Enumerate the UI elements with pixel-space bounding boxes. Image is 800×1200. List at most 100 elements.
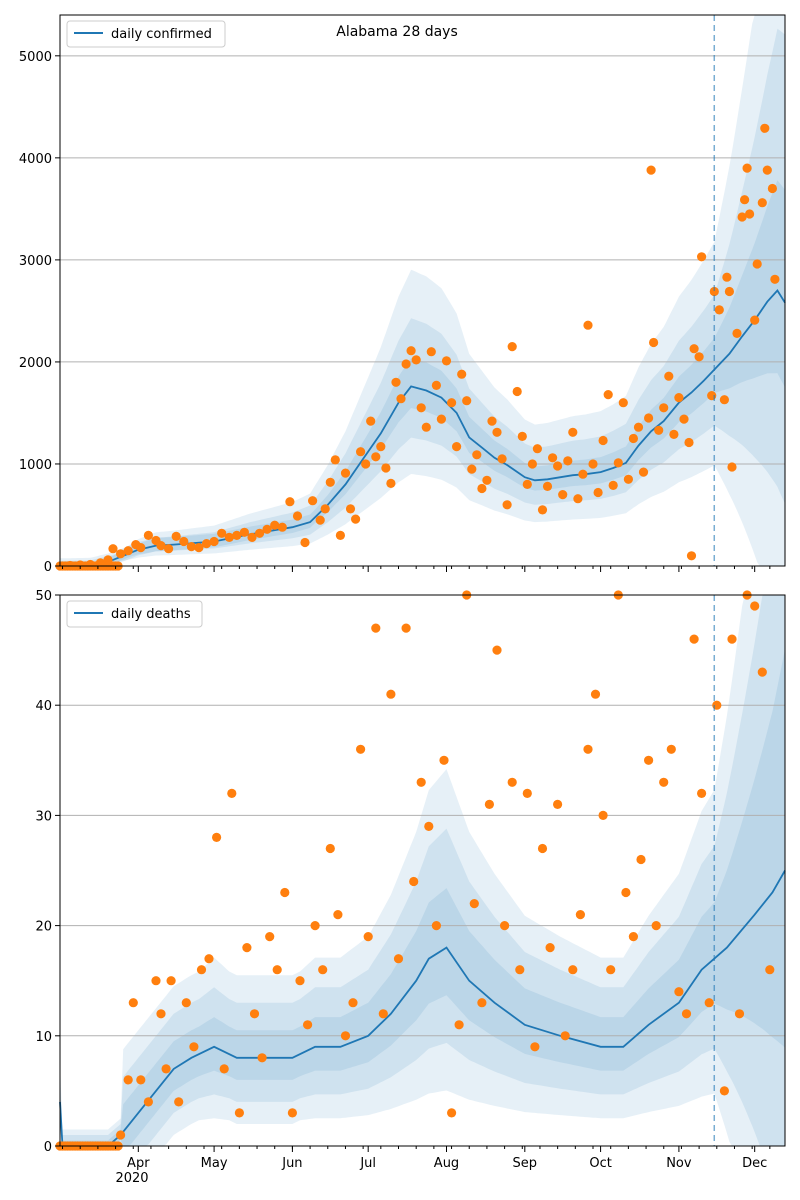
data-point: [310, 921, 320, 931]
data-point: [186, 542, 196, 552]
data-point: [659, 403, 669, 413]
data-point: [426, 347, 436, 357]
data-point: [689, 634, 699, 644]
data-point: [679, 414, 689, 424]
data-point: [517, 431, 527, 441]
data-point: [272, 965, 282, 975]
data-point: [767, 183, 778, 194]
data-point: [421, 422, 431, 432]
x-tick-label: Dec: [742, 1156, 767, 1171]
data-point: [644, 413, 654, 423]
y-axis-ticks: 0 10 20 30 40 50: [35, 589, 60, 1155]
data-point: [583, 320, 593, 330]
data-point: [181, 998, 191, 1008]
data-point: [143, 530, 153, 541]
data-point: [745, 209, 755, 219]
data-point: [356, 447, 366, 457]
data-point: [669, 429, 679, 439]
data-point: [674, 393, 684, 403]
data-point: [618, 398, 628, 408]
data-point: [136, 1075, 146, 1085]
data-point: [603, 390, 613, 400]
y-axis-ticks: 0 1000 2000 3000 4000 5000: [19, 50, 60, 575]
scatter-points: [55, 590, 775, 1151]
data-point: [765, 965, 775, 975]
data-point: [704, 998, 714, 1008]
data-point: [719, 1086, 730, 1096]
data-point: [719, 395, 730, 405]
data-point: [452, 442, 462, 452]
data-point: [123, 1075, 133, 1085]
data-point: [757, 198, 767, 208]
data-point: [588, 459, 598, 469]
data-point: [522, 479, 532, 489]
data-point: [462, 396, 472, 406]
data-point: [116, 1130, 126, 1140]
data-point: [351, 514, 361, 524]
data-point: [285, 497, 295, 507]
data-point: [502, 500, 512, 510]
data-point: [664, 371, 674, 381]
plot-frame: [59, 594, 786, 1147]
legend[interactable]: daily deaths: [66, 600, 203, 628]
data-point: [507, 342, 517, 352]
data-point: [537, 843, 548, 854]
data-point: [391, 377, 401, 387]
data-point: [578, 469, 588, 479]
data-point: [280, 887, 290, 898]
data-point: [484, 799, 494, 810]
data-point: [760, 123, 770, 133]
data-point: [262, 524, 272, 534]
data-point: [232, 530, 242, 541]
data-point: [686, 551, 697, 561]
data-point: [770, 274, 780, 284]
data-point: [553, 799, 563, 810]
data-point: [613, 458, 623, 468]
y-tick-label: 40: [35, 699, 52, 714]
data-point: [361, 459, 371, 469]
data-point: [482, 475, 492, 485]
data-point: [161, 1064, 171, 1074]
data-point: [548, 453, 558, 463]
data-point: [409, 876, 419, 887]
data-point: [179, 536, 189, 547]
data-point: [633, 422, 644, 432]
data-point: [714, 305, 724, 315]
data-point: [492, 427, 502, 437]
data-point: [740, 195, 750, 205]
legend[interactable]: daily confirmed: [66, 20, 226, 48]
data-point: [646, 165, 656, 175]
data-point: [401, 359, 411, 369]
data-point: [467, 464, 477, 474]
data-point: [366, 416, 376, 426]
data-point: [295, 976, 305, 986]
data-point: [136, 543, 146, 553]
data-point: [303, 1020, 313, 1030]
data-point: [623, 474, 634, 484]
data-point: [381, 463, 391, 473]
data-point: [151, 976, 161, 986]
data-point: [277, 522, 287, 532]
data-point: [108, 544, 118, 554]
data-point: [219, 1064, 229, 1074]
confidence-band: [60, 180, 785, 567]
data-point: [416, 403, 426, 413]
data-point: [416, 777, 426, 787]
y-tick-label: 0: [44, 560, 52, 575]
data-point: [242, 943, 252, 953]
plot-frame: [59, 14, 786, 567]
confidence-bands: [60, 15, 785, 567]
data-point: [164, 544, 174, 554]
y-tick-label: 5000: [19, 50, 52, 65]
data-point: [752, 259, 762, 269]
data-point: [356, 744, 366, 754]
data-point: [732, 328, 742, 338]
chart-title: Alabama 28 days: [336, 24, 458, 40]
data-point: [530, 1042, 540, 1052]
data-point: [742, 163, 752, 173]
data-point: [750, 601, 760, 611]
data-point: [393, 954, 404, 964]
data-point: [401, 623, 411, 633]
